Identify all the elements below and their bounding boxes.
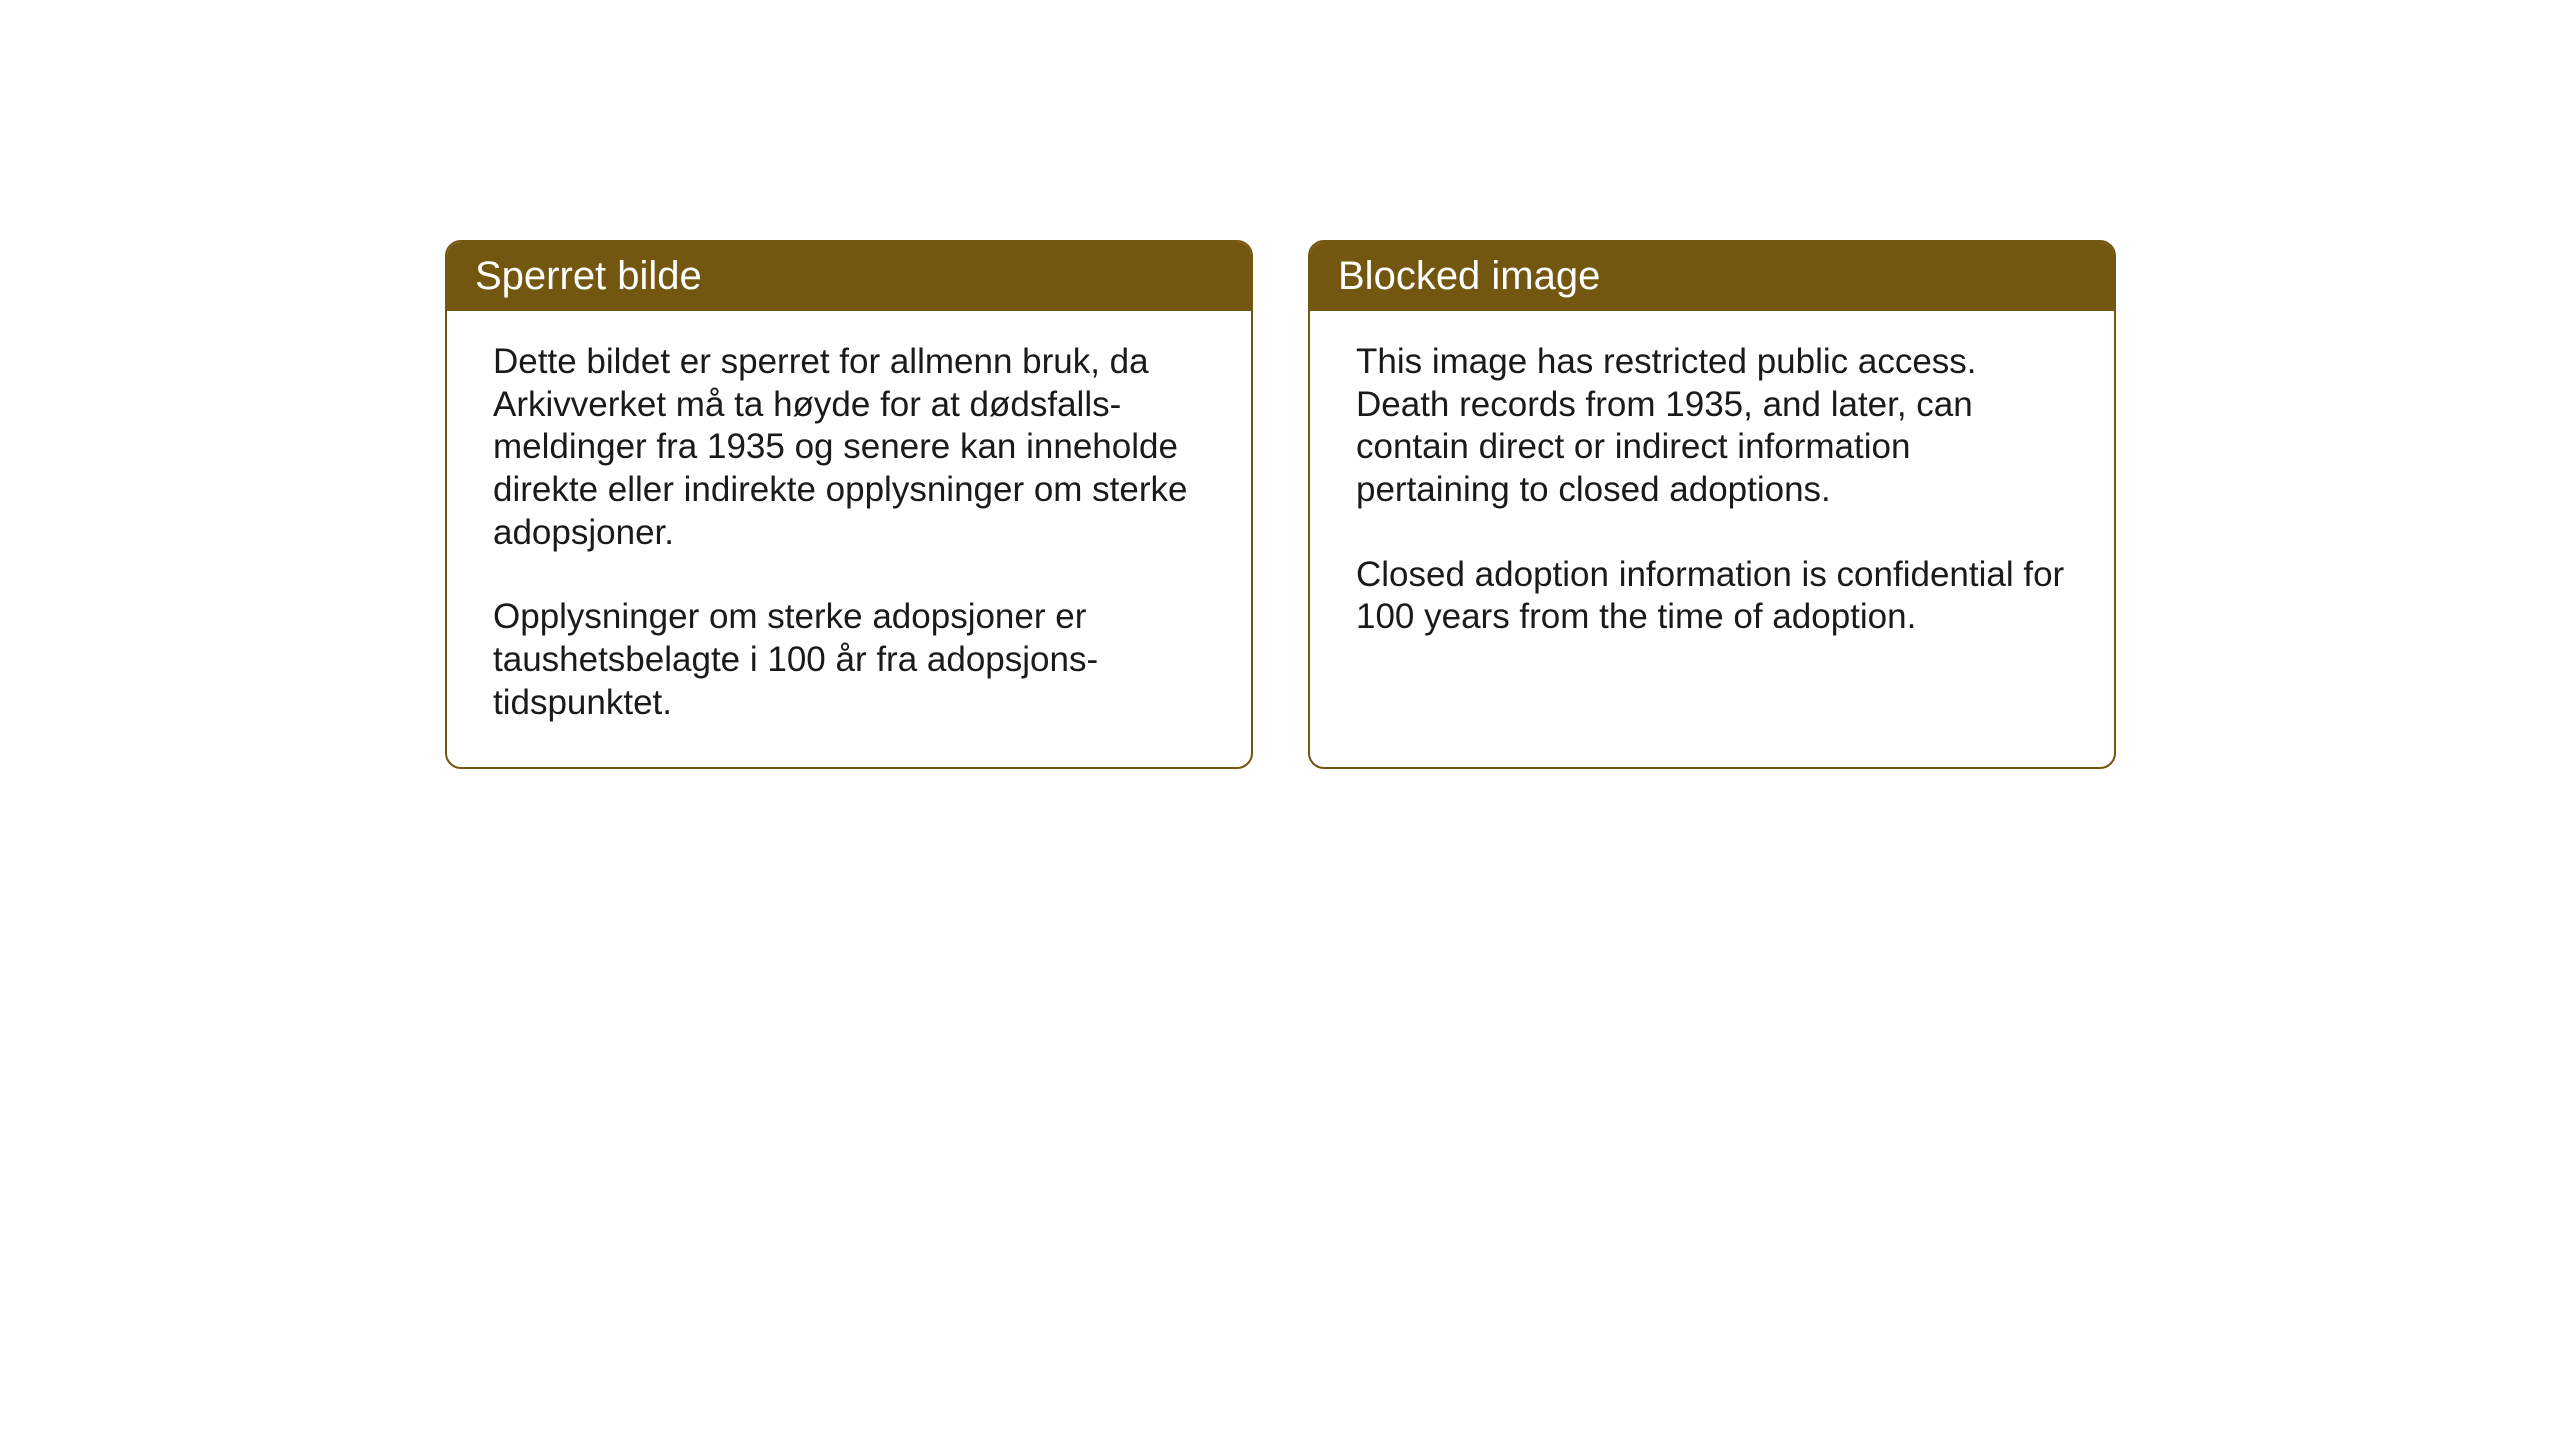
card-paragraph-2: Closed adoption information is confident… <box>1356 554 2068 639</box>
card-body-english: This image has restricted public access.… <box>1310 311 2114 681</box>
notice-card-english: Blocked image This image has restricted … <box>1308 240 2116 769</box>
notice-card-norwegian: Sperret bilde Dette bildet er sperret fo… <box>445 240 1253 769</box>
card-title: Blocked image <box>1338 254 1600 298</box>
card-paragraph-1: Dette bildet er sperret for allmenn bruk… <box>493 341 1205 554</box>
card-body-norwegian: Dette bildet er sperret for allmenn bruk… <box>447 311 1251 767</box>
card-title: Sperret bilde <box>475 254 702 298</box>
card-paragraph-2: Opplysninger om sterke adopsjoner er tau… <box>493 596 1205 724</box>
card-header-english: Blocked image <box>1310 242 2114 311</box>
card-header-norwegian: Sperret bilde <box>447 242 1251 311</box>
notice-cards-container: Sperret bilde Dette bildet er sperret fo… <box>445 240 2116 769</box>
card-paragraph-1: This image has restricted public access.… <box>1356 341 2068 512</box>
